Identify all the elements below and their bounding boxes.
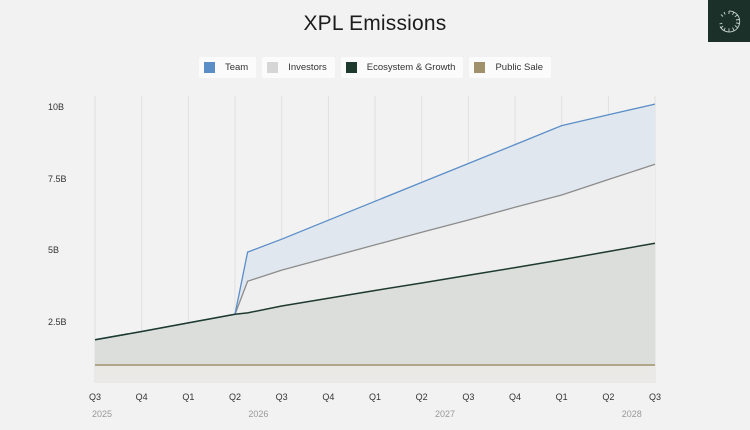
legend-item-investors[interactable]: Investors [262, 57, 335, 78]
x-tick-year: 2025 [91, 409, 113, 419]
stacked-areas [95, 104, 656, 383]
x-tick-quarter: Q3 [462, 392, 475, 402]
legend-swatch-public-sale [474, 62, 486, 73]
legend-label: Public Sale [495, 62, 543, 73]
x-tick-year: 2027 [435, 409, 456, 419]
chart-title: XPL Emissions [303, 12, 447, 35]
x-tick-quarter: Q4 [135, 392, 148, 402]
series-lines [94, 103, 656, 366]
y-tick-7-5b: 7.5B [48, 174, 67, 184]
y-tick-10b: 10B [48, 102, 65, 112]
x-tick-quarter: Q4 [322, 392, 335, 402]
radial-arc-logo-icon [719, 10, 741, 33]
x-tick-quarter: Q2 [228, 392, 242, 402]
x-tick-quarter: Q1 [555, 392, 568, 402]
logo[interactable] [708, 0, 750, 42]
x-tick-quarter: Q2 [602, 392, 615, 402]
legend-label: Ecosystem & Growth [366, 62, 456, 73]
legend-item-team[interactable]: Team [198, 57, 257, 78]
x-tick-quarter: Q3 [275, 392, 288, 402]
legend-swatch-investors [267, 62, 279, 73]
x-tick-quarter: Q4 [509, 392, 522, 402]
legend-label: Team [224, 62, 249, 73]
y-tick-5b: 5B [48, 245, 60, 255]
ecosystem-line [94, 242, 656, 341]
legend-item-public-sale[interactable]: Public Sale [469, 57, 551, 78]
y-tick-2-5b: 2.5B [48, 317, 67, 327]
legend-swatch-team [203, 62, 215, 73]
x-tick-quarter: Q3 [88, 392, 102, 402]
x-tick-year: 2028 [621, 409, 642, 419]
x-tick-quarter: Q2 [415, 392, 428, 402]
x-tick-quarter: Q1 [182, 392, 195, 402]
legend: Team Investors Ecosystem & Growth Public… [0, 57, 750, 78]
legend-label: Investors [288, 62, 327, 73]
legend-swatch-ecosystem [345, 62, 357, 73]
x-tick-year: 2026 [248, 409, 269, 419]
legend-item-ecosystem-growth[interactable]: Ecosystem & Growth [340, 57, 464, 78]
x-tick-quarter: Q3 [649, 392, 662, 402]
x-tick-quarter: Q1 [369, 392, 382, 402]
